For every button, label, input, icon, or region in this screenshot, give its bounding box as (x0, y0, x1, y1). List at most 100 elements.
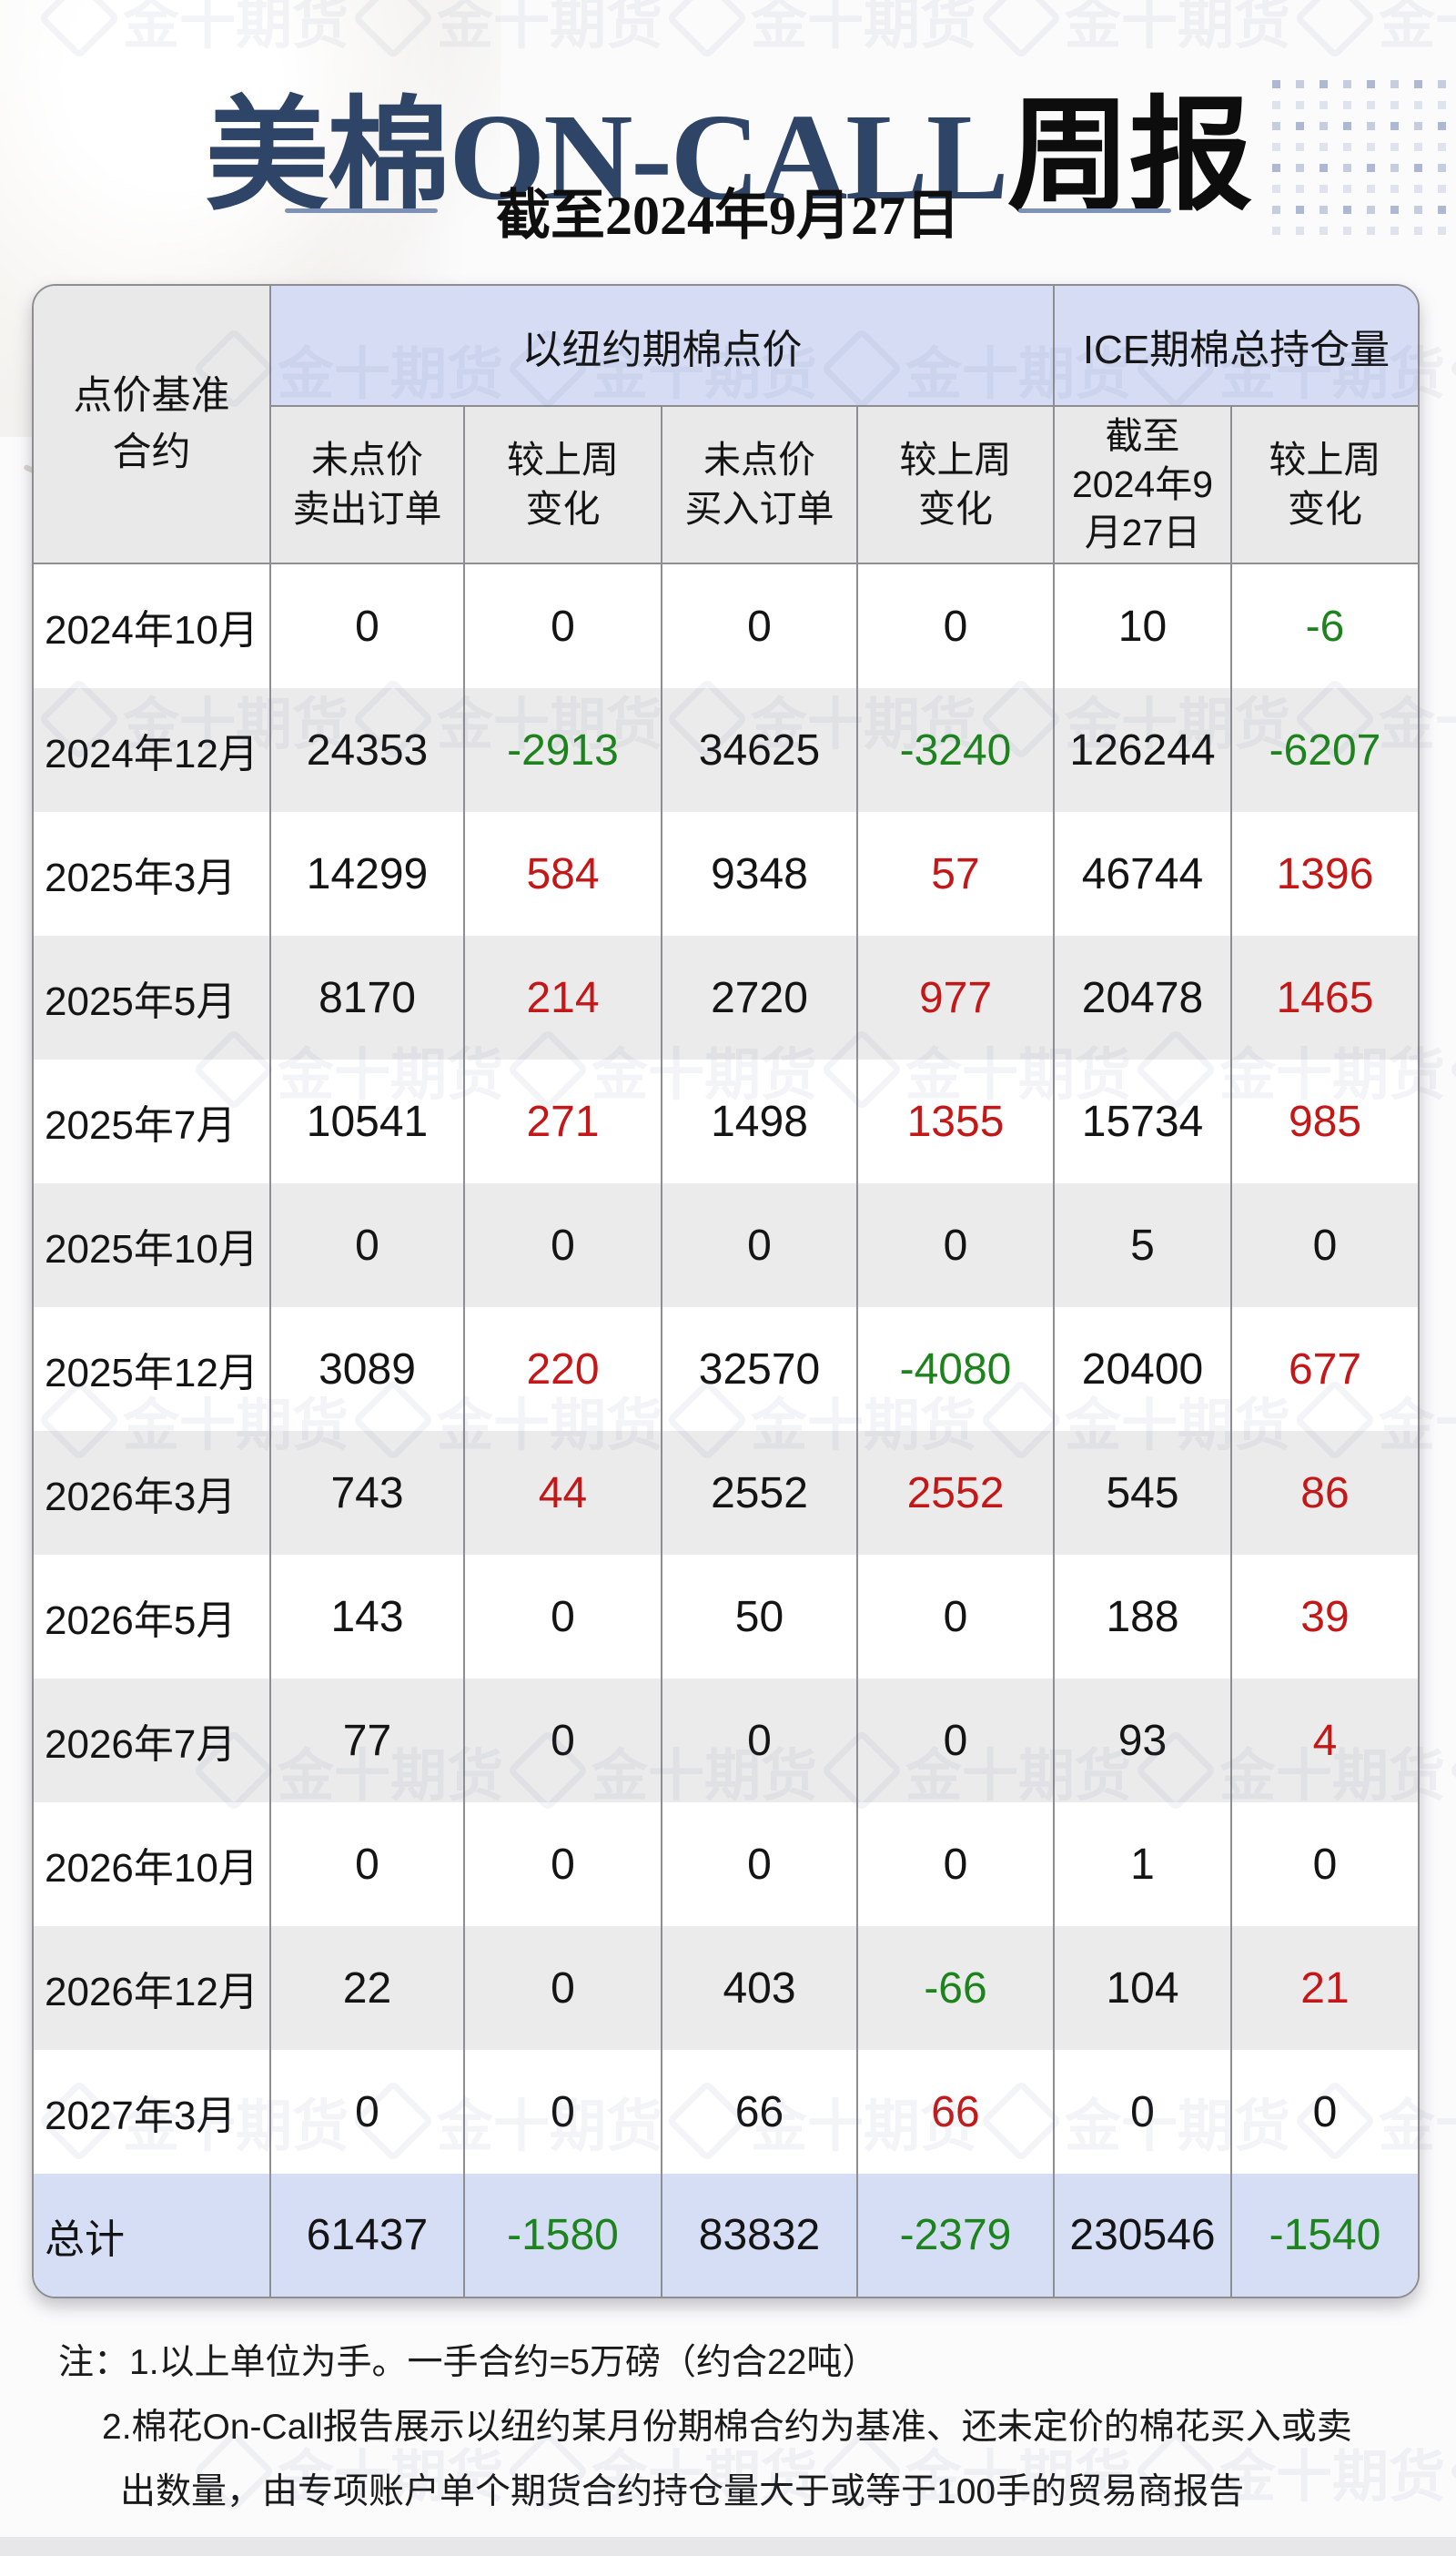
dot-square (1390, 101, 1399, 109)
dot-square (1296, 122, 1304, 130)
dot-square (1414, 143, 1422, 151)
dot-square (1343, 185, 1351, 193)
dot-square (1438, 143, 1446, 151)
cell-value: 93 (1053, 1679, 1230, 1802)
watermark: 金十期货 (979, 0, 1290, 60)
jin10-logo-icon (979, 0, 1063, 60)
total-cell-value: -2379 (856, 2174, 1053, 2297)
dot-square (1296, 143, 1304, 151)
oncall-table: 点价基准 合约 以纽约期棉点价 ICE期棉总持仓量 未点价 卖出订单 较上周 变化… (32, 284, 1420, 2298)
dot-square (1438, 122, 1446, 130)
total-row-label: 总计 (34, 2174, 269, 2297)
row-label: 2026年7月 (34, 1679, 269, 1802)
cell-value: 0 (661, 564, 856, 688)
cell-value: 46744 (1053, 812, 1230, 936)
cell-value: -4080 (856, 1307, 1053, 1431)
dot-square (1320, 206, 1328, 214)
row-label: 2025年5月 (34, 936, 269, 1060)
cell-value: 10541 (269, 1060, 463, 1183)
watermark: 金十期货 (665, 0, 977, 60)
cell-value: 21 (1230, 1926, 1418, 2050)
dot-square (1343, 80, 1351, 88)
cell-value: 0 (856, 1183, 1053, 1307)
jin10-logo-icon (1448, 327, 1456, 411)
dot-square (1296, 164, 1304, 172)
dot-square (1343, 122, 1351, 130)
cell-value: 0 (269, 1802, 463, 1926)
dot-square (1367, 101, 1375, 109)
cell-value: 86 (1230, 1431, 1418, 1555)
dot-square (1390, 227, 1399, 235)
cell-value: 0 (1053, 2050, 1230, 2174)
cell-value: 214 (463, 936, 661, 1060)
row-label: 2025年10月 (34, 1183, 269, 1307)
dot-square (1272, 185, 1280, 193)
dot-square (1414, 164, 1422, 172)
dot-square (1272, 143, 1280, 151)
cell-value: 0 (856, 1802, 1053, 1926)
dot-square (1390, 185, 1399, 193)
dot-square (1367, 80, 1375, 88)
cell-value: 0 (856, 1679, 1053, 1802)
cell-value: 1498 (661, 1060, 856, 1183)
cell-value: 2552 (661, 1431, 856, 1555)
dot-square (1438, 227, 1446, 235)
dot-square (1320, 122, 1328, 130)
cell-value: 0 (269, 564, 463, 688)
cell-value: 743 (269, 1431, 463, 1555)
jin10-logo-icon (665, 0, 749, 60)
dot-square (1414, 80, 1422, 88)
cell-value: 2720 (661, 936, 856, 1060)
footnote-2-line-2: 出数量，由专项账户单个期货合约持仓量大于或等于100手的贸易商报告 (120, 2471, 1245, 2511)
cell-value: -3240 (856, 688, 1053, 812)
row-label: 2024年10月 (34, 564, 269, 688)
dot-square (1272, 122, 1280, 130)
cell-value: 9348 (661, 812, 856, 936)
cell-value: 0 (856, 564, 1053, 688)
dot-square (1438, 80, 1446, 88)
cell-value: 104 (1053, 1926, 1230, 2050)
page-title-rest: 周报 (1006, 89, 1253, 227)
dot-square (1296, 80, 1304, 88)
dot-square (1390, 80, 1399, 88)
group-header-ice-open-interest: ICE期棉总持仓量 (1053, 286, 1418, 407)
row-label: 2026年3月 (34, 1431, 269, 1555)
dot-square (1414, 185, 1422, 193)
dot-square (1320, 80, 1328, 88)
dot-square (1367, 164, 1375, 172)
cell-value: 677 (1230, 1307, 1418, 1431)
cell-value: 0 (661, 1802, 856, 1926)
row-label: 2025年7月 (34, 1060, 269, 1183)
cell-value: 39 (1230, 1555, 1418, 1679)
cell-value: -2913 (463, 688, 661, 812)
dot-square (1414, 227, 1422, 235)
cell-value: 8170 (269, 936, 463, 1060)
dot-square (1343, 164, 1351, 172)
dot-square (1367, 185, 1375, 193)
cell-value: 20400 (1053, 1307, 1230, 1431)
dot-square (1414, 206, 1422, 214)
cell-value: 126244 (1053, 688, 1230, 812)
cell-value: 0 (1230, 1802, 1418, 1926)
cell-value: 1396 (1230, 812, 1418, 936)
dot-square (1414, 101, 1422, 109)
cell-value: 1355 (856, 1060, 1053, 1183)
total-cell-value: 83832 (661, 2174, 856, 2297)
cell-value: 0 (463, 564, 661, 688)
cell-value: 50 (661, 1555, 856, 1679)
cell-value: 0 (463, 1183, 661, 1307)
row-label: 2025年3月 (34, 812, 269, 936)
dot-square (1296, 227, 1304, 235)
corner-header-basis-contract: 点价基准 合约 (34, 286, 269, 564)
watermark-text: 金十期货 (751, 0, 977, 56)
jin10-logo-icon (1448, 1729, 1456, 1812)
dot-square (1272, 101, 1280, 109)
cell-value: 1 (1053, 1802, 1230, 1926)
sub-header-2: 未点价 买入订单 (661, 407, 856, 564)
dot-square (1343, 143, 1351, 151)
row-label: 2026年10月 (34, 1802, 269, 1926)
cell-value: -6207 (1230, 688, 1418, 812)
cell-value: 32570 (661, 1307, 856, 1431)
footnote-1: 注：1.以上单位为手。一手合约=5万磅（约合22吨） (58, 2343, 878, 2382)
